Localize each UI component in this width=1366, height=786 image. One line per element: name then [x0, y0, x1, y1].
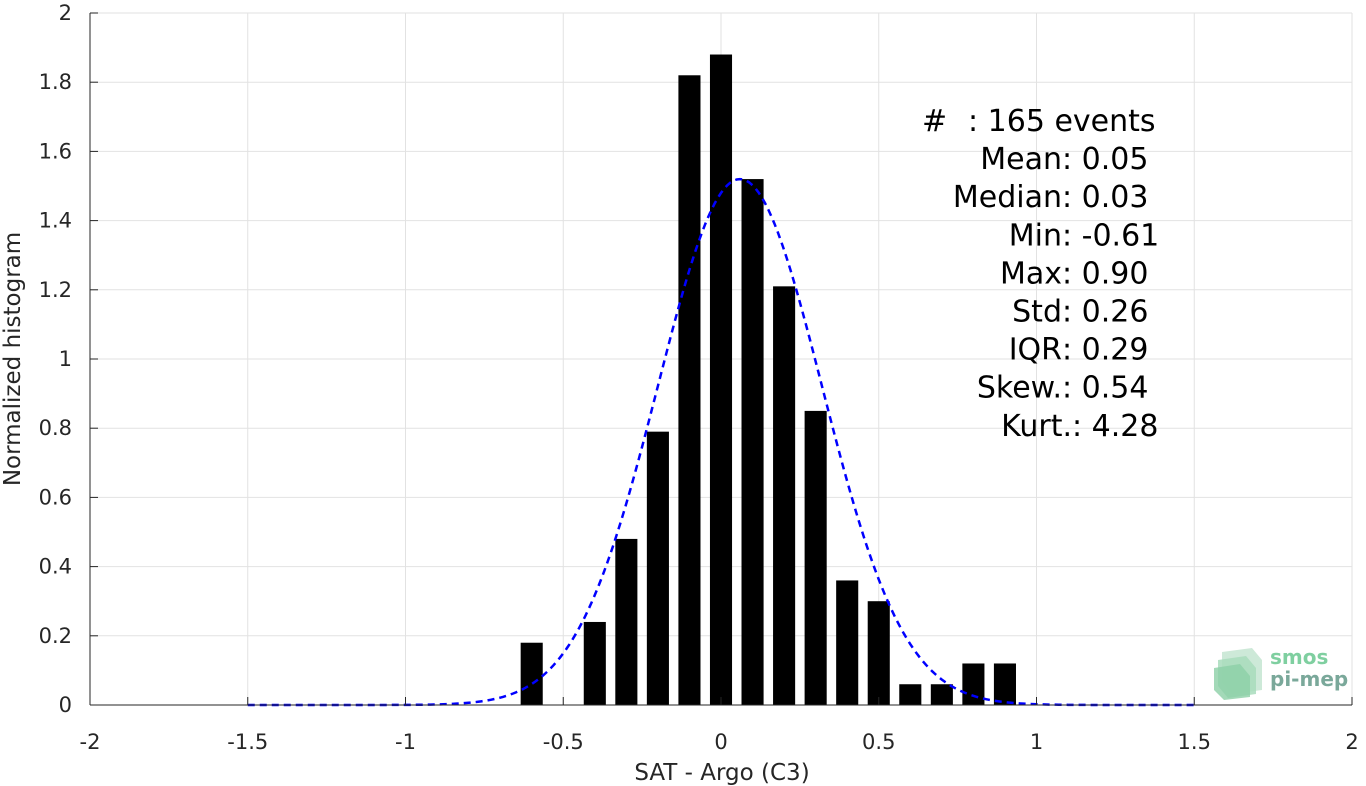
histogram-bar [836, 580, 859, 705]
y-tick-label: 0.4 [39, 555, 72, 579]
x-tick-labels: -2 -1.5 -1 -0.5 0 0.5 1 1.5 2 [80, 730, 1359, 754]
stat-value: : 0.29 [1062, 333, 1148, 368]
histogram-bar [520, 642, 543, 705]
x-tick-label: -2 [80, 730, 101, 754]
y-tick-label: 1.6 [39, 139, 72, 163]
logo-text-smos: smos [1270, 645, 1328, 669]
y-tick-label: 1.8 [39, 70, 72, 94]
stat-value: : 4.28 [1072, 409, 1158, 444]
x-axis-label: SAT - Argo (C3) [634, 760, 809, 786]
x-tick-label: -1 [395, 730, 416, 754]
histogram-bar [678, 75, 701, 705]
y-tick-label: 0.2 [39, 624, 72, 648]
smos-pi-mep-logo: smos pi-mep [1214, 645, 1348, 700]
x-tick-label: 0 [714, 730, 727, 754]
stat-value: : 165 events [968, 104, 1156, 139]
y-tick-label: 0.8 [39, 416, 72, 440]
histogram-bar [804, 410, 827, 705]
stat-value: : 0.54 [1062, 371, 1148, 406]
histogram-bar [899, 684, 922, 705]
x-tick-label: 1 [1030, 730, 1043, 754]
stat-label: Max [1000, 256, 1062, 291]
stat-label: # [922, 104, 947, 139]
logo-text-pi-mep: pi-mep [1270, 667, 1348, 691]
stat-label: Kurt. [1001, 409, 1072, 444]
y-tick-label: 0.6 [39, 485, 72, 509]
y-tick-labels: 0 0.2 0.4 0.6 0.8 1 1.2 1.4 1.6 1.8 2 [39, 1, 72, 717]
axes-frame [89, 12, 1353, 706]
histogram-bar [993, 663, 1016, 705]
y-axis-label: Normalized histogram [0, 232, 26, 486]
histogram-bar [709, 54, 733, 705]
y-tick-label: 1.2 [39, 278, 72, 302]
histogram-bar [962, 663, 985, 705]
histogram-bar [773, 286, 796, 705]
stat-value: : 0.05 [1062, 142, 1148, 177]
y-tick-label: 1.4 [39, 209, 72, 233]
x-tick-label: -0.5 [543, 730, 584, 754]
histogram-bar [867, 601, 890, 705]
logo-mark-icon [1214, 648, 1262, 700]
histogram-bar [741, 179, 764, 705]
stat-value: : 0.90 [1062, 256, 1148, 291]
y-tick-label: 1 [59, 347, 72, 371]
x-tick-label: 1.5 [1178, 730, 1211, 754]
y-tick-label: 0 [59, 693, 72, 717]
stat-label: Mean [980, 142, 1062, 177]
bars-group [520, 54, 1016, 705]
histogram-bar [646, 431, 669, 705]
histogram-bar [583, 621, 606, 705]
stat-label: Skew. [977, 371, 1062, 406]
x-tick-label: 2 [1345, 730, 1358, 754]
stat-value: : 0.26 [1062, 295, 1148, 330]
x-tick-label: 0.5 [862, 730, 895, 754]
stat-value: : -0.61 [1062, 218, 1159, 253]
stat-label: Median [953, 180, 1062, 215]
histogram-bar [615, 538, 638, 705]
histogram-bar [930, 684, 953, 705]
stat-value: : 0.03 [1062, 180, 1148, 215]
y-tick-label: 2 [59, 1, 72, 25]
stat-label: IQR [1009, 333, 1062, 368]
x-tick-label: -1.5 [227, 730, 268, 754]
stat-label: Std [1012, 295, 1062, 330]
stat-label: Min [1009, 218, 1062, 253]
